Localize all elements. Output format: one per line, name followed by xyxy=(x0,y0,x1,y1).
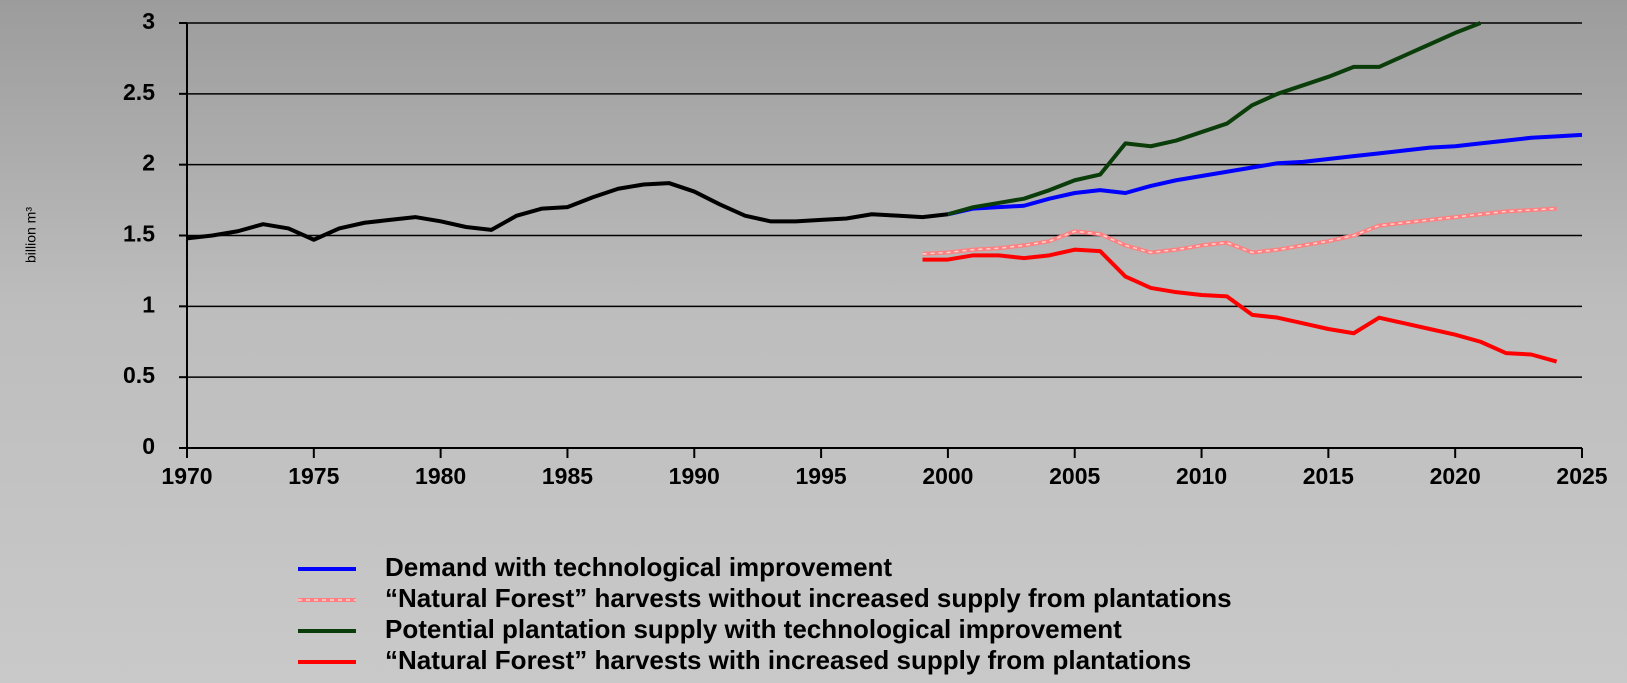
y-axis-label: billion m³ xyxy=(23,207,39,263)
x-tick-label: 1975 xyxy=(288,463,339,489)
x-tick-label: 2015 xyxy=(1303,463,1354,489)
x-tick-label: 2010 xyxy=(1176,463,1227,489)
y-tick-label: 3 xyxy=(142,8,155,34)
legend-label: “Natural Forest” harvests without increa… xyxy=(385,583,1232,613)
legend-label: Demand with technological improvement xyxy=(385,552,892,582)
legend-label: “Natural Forest” harvests with increased… xyxy=(385,645,1191,675)
x-tick-label: 1995 xyxy=(796,463,847,489)
series-line xyxy=(186,181,949,242)
y-tick-label: 2.5 xyxy=(123,79,155,105)
series-line-stripe xyxy=(922,207,1557,255)
y-tick-label: 1 xyxy=(142,291,155,317)
series-line xyxy=(947,21,1482,217)
x-tick-label: 2025 xyxy=(1556,463,1607,489)
x-tick-label: 2020 xyxy=(1430,463,1481,489)
x-tick-label: 2000 xyxy=(922,463,973,489)
y-tick-label: 0.5 xyxy=(123,362,155,388)
y-tick-label: 1.5 xyxy=(123,221,155,247)
legend-label: Potential plantation supply with technol… xyxy=(385,614,1122,644)
x-tick-label: 1970 xyxy=(161,463,212,489)
series-line xyxy=(922,247,1558,364)
x-tick-label: 1990 xyxy=(669,463,720,489)
series-line xyxy=(947,132,1583,217)
x-tick-label: 2005 xyxy=(1049,463,1100,489)
x-tick-label: 1980 xyxy=(415,463,466,489)
x-tick-label: 1985 xyxy=(542,463,593,489)
y-tick-label: 2 xyxy=(142,150,155,176)
y-tick-label: 0 xyxy=(142,433,155,459)
